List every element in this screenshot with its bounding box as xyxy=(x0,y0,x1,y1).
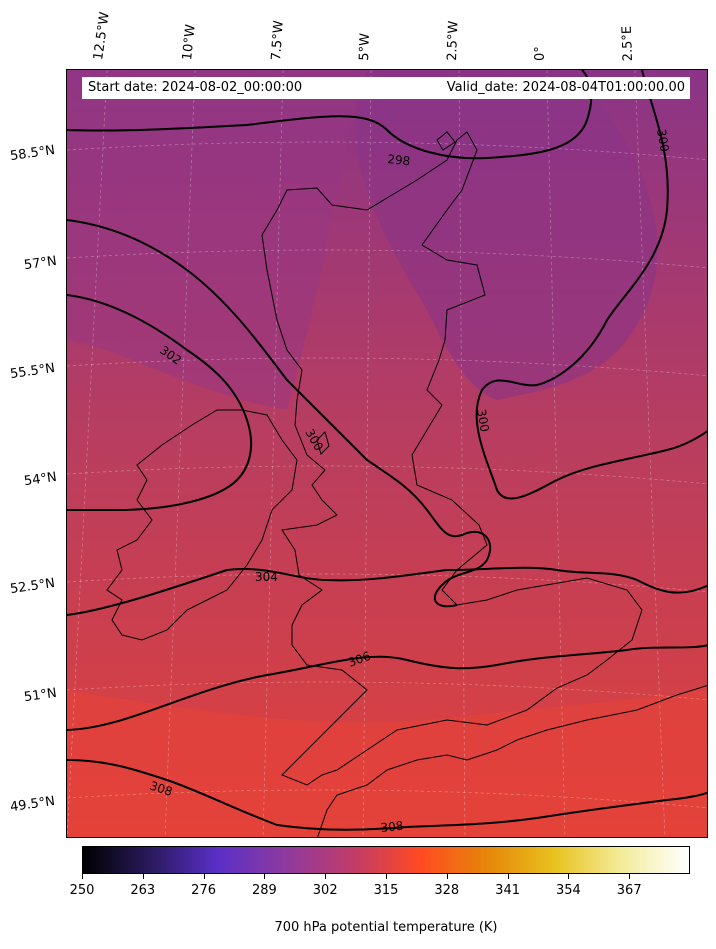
lon-label-5w: 5°W xyxy=(357,32,373,61)
coastline-isle-of-man xyxy=(316,431,330,455)
contour-label-304: 304 xyxy=(255,570,278,584)
colorbar-tick-label: 315 xyxy=(373,883,399,898)
lat-label-54n: 54°N xyxy=(23,469,58,490)
contour-302 xyxy=(67,294,253,511)
lat-label-49-5n: 49.5°N xyxy=(9,793,56,816)
contour-300-west xyxy=(67,219,492,608)
colorbar-tick xyxy=(629,874,631,879)
colorbar-tick xyxy=(386,874,387,879)
date-info-box: Start date: 2024-08-02_00:00:00 Valid_da… xyxy=(82,77,690,99)
colorbar-tick-label: 328 xyxy=(434,883,460,898)
lon-label-12-5w: 12.5°W xyxy=(91,11,113,62)
lat-label-57n: 57°N xyxy=(23,253,58,274)
coastline-france xyxy=(317,685,707,837)
colorbar-title: 700 hPa potential temperature (K) xyxy=(274,920,498,935)
coastline-ireland xyxy=(106,409,298,641)
lat-label-55-5n: 55.5°N xyxy=(9,360,56,383)
colorbar-tick xyxy=(142,874,144,879)
colorbar-tick-label: 289 xyxy=(251,883,277,898)
colorbar-tick-label: 367 xyxy=(616,883,642,898)
colorbar-tick-label: 250 xyxy=(69,883,95,898)
colorbar-tick xyxy=(325,874,327,879)
colorbar xyxy=(82,846,690,874)
contour-label-298: 298 xyxy=(387,152,411,168)
contour-298 xyxy=(67,70,593,160)
colorbar-tick xyxy=(507,874,509,879)
contour-300-east xyxy=(475,70,707,500)
colorbar-tick xyxy=(203,874,205,879)
colorbar-tick-label: 354 xyxy=(555,883,581,898)
warm-region-south xyxy=(67,690,707,837)
coastline-orkney xyxy=(436,131,456,151)
valid-date-text: Valid_date: 2024-08-04T01:00:00.00 xyxy=(446,80,685,95)
start-date-text: Start date: 2024-08-02_00:00:00 xyxy=(88,80,303,95)
contour-label-308-west: 308 xyxy=(148,779,174,799)
colorbar-tick-label: 302 xyxy=(312,883,338,898)
lon-label-0: 0° xyxy=(533,46,548,61)
colorbar-tick xyxy=(446,874,448,879)
contours xyxy=(67,70,707,831)
cool-region-west xyxy=(67,70,367,410)
lon-label-2-5e: 2.5°E xyxy=(619,25,636,62)
lon-label-7-5w: 7.5°W xyxy=(269,20,287,61)
map-panel[interactable]: 298 300 300 300 302 304 306 308 308 xyxy=(66,69,708,838)
coastlines xyxy=(106,131,707,837)
coastline-great-britain xyxy=(261,131,643,786)
lat-label-58-5n: 58.5°N xyxy=(9,142,56,165)
contour-label-308-south: 308 xyxy=(380,819,404,835)
contour-308 xyxy=(67,759,707,831)
contour-306 xyxy=(67,644,707,731)
colorbar-tick xyxy=(82,874,83,879)
colorbar-tick xyxy=(264,874,266,879)
contour-label-300-centre: 300 xyxy=(474,408,492,433)
colorbar-tick xyxy=(568,874,570,879)
contour-304 xyxy=(67,566,707,616)
colorbar-tick-label: 263 xyxy=(130,883,156,898)
colorbar-tick-label: 341 xyxy=(495,883,521,898)
lon-label-10w: 10°W xyxy=(180,23,199,62)
lat-label-51n: 51°N xyxy=(23,685,58,706)
contour-label-300-ne: 300 xyxy=(654,128,672,153)
potential-temperature-map: 298 300 300 300 302 304 306 308 308 xyxy=(67,70,707,837)
colorbar-tick-label: 276 xyxy=(191,883,217,898)
lat-label-52-5n: 52.5°N xyxy=(9,575,56,598)
lon-label-2-5w: 2.5°W xyxy=(445,20,462,61)
